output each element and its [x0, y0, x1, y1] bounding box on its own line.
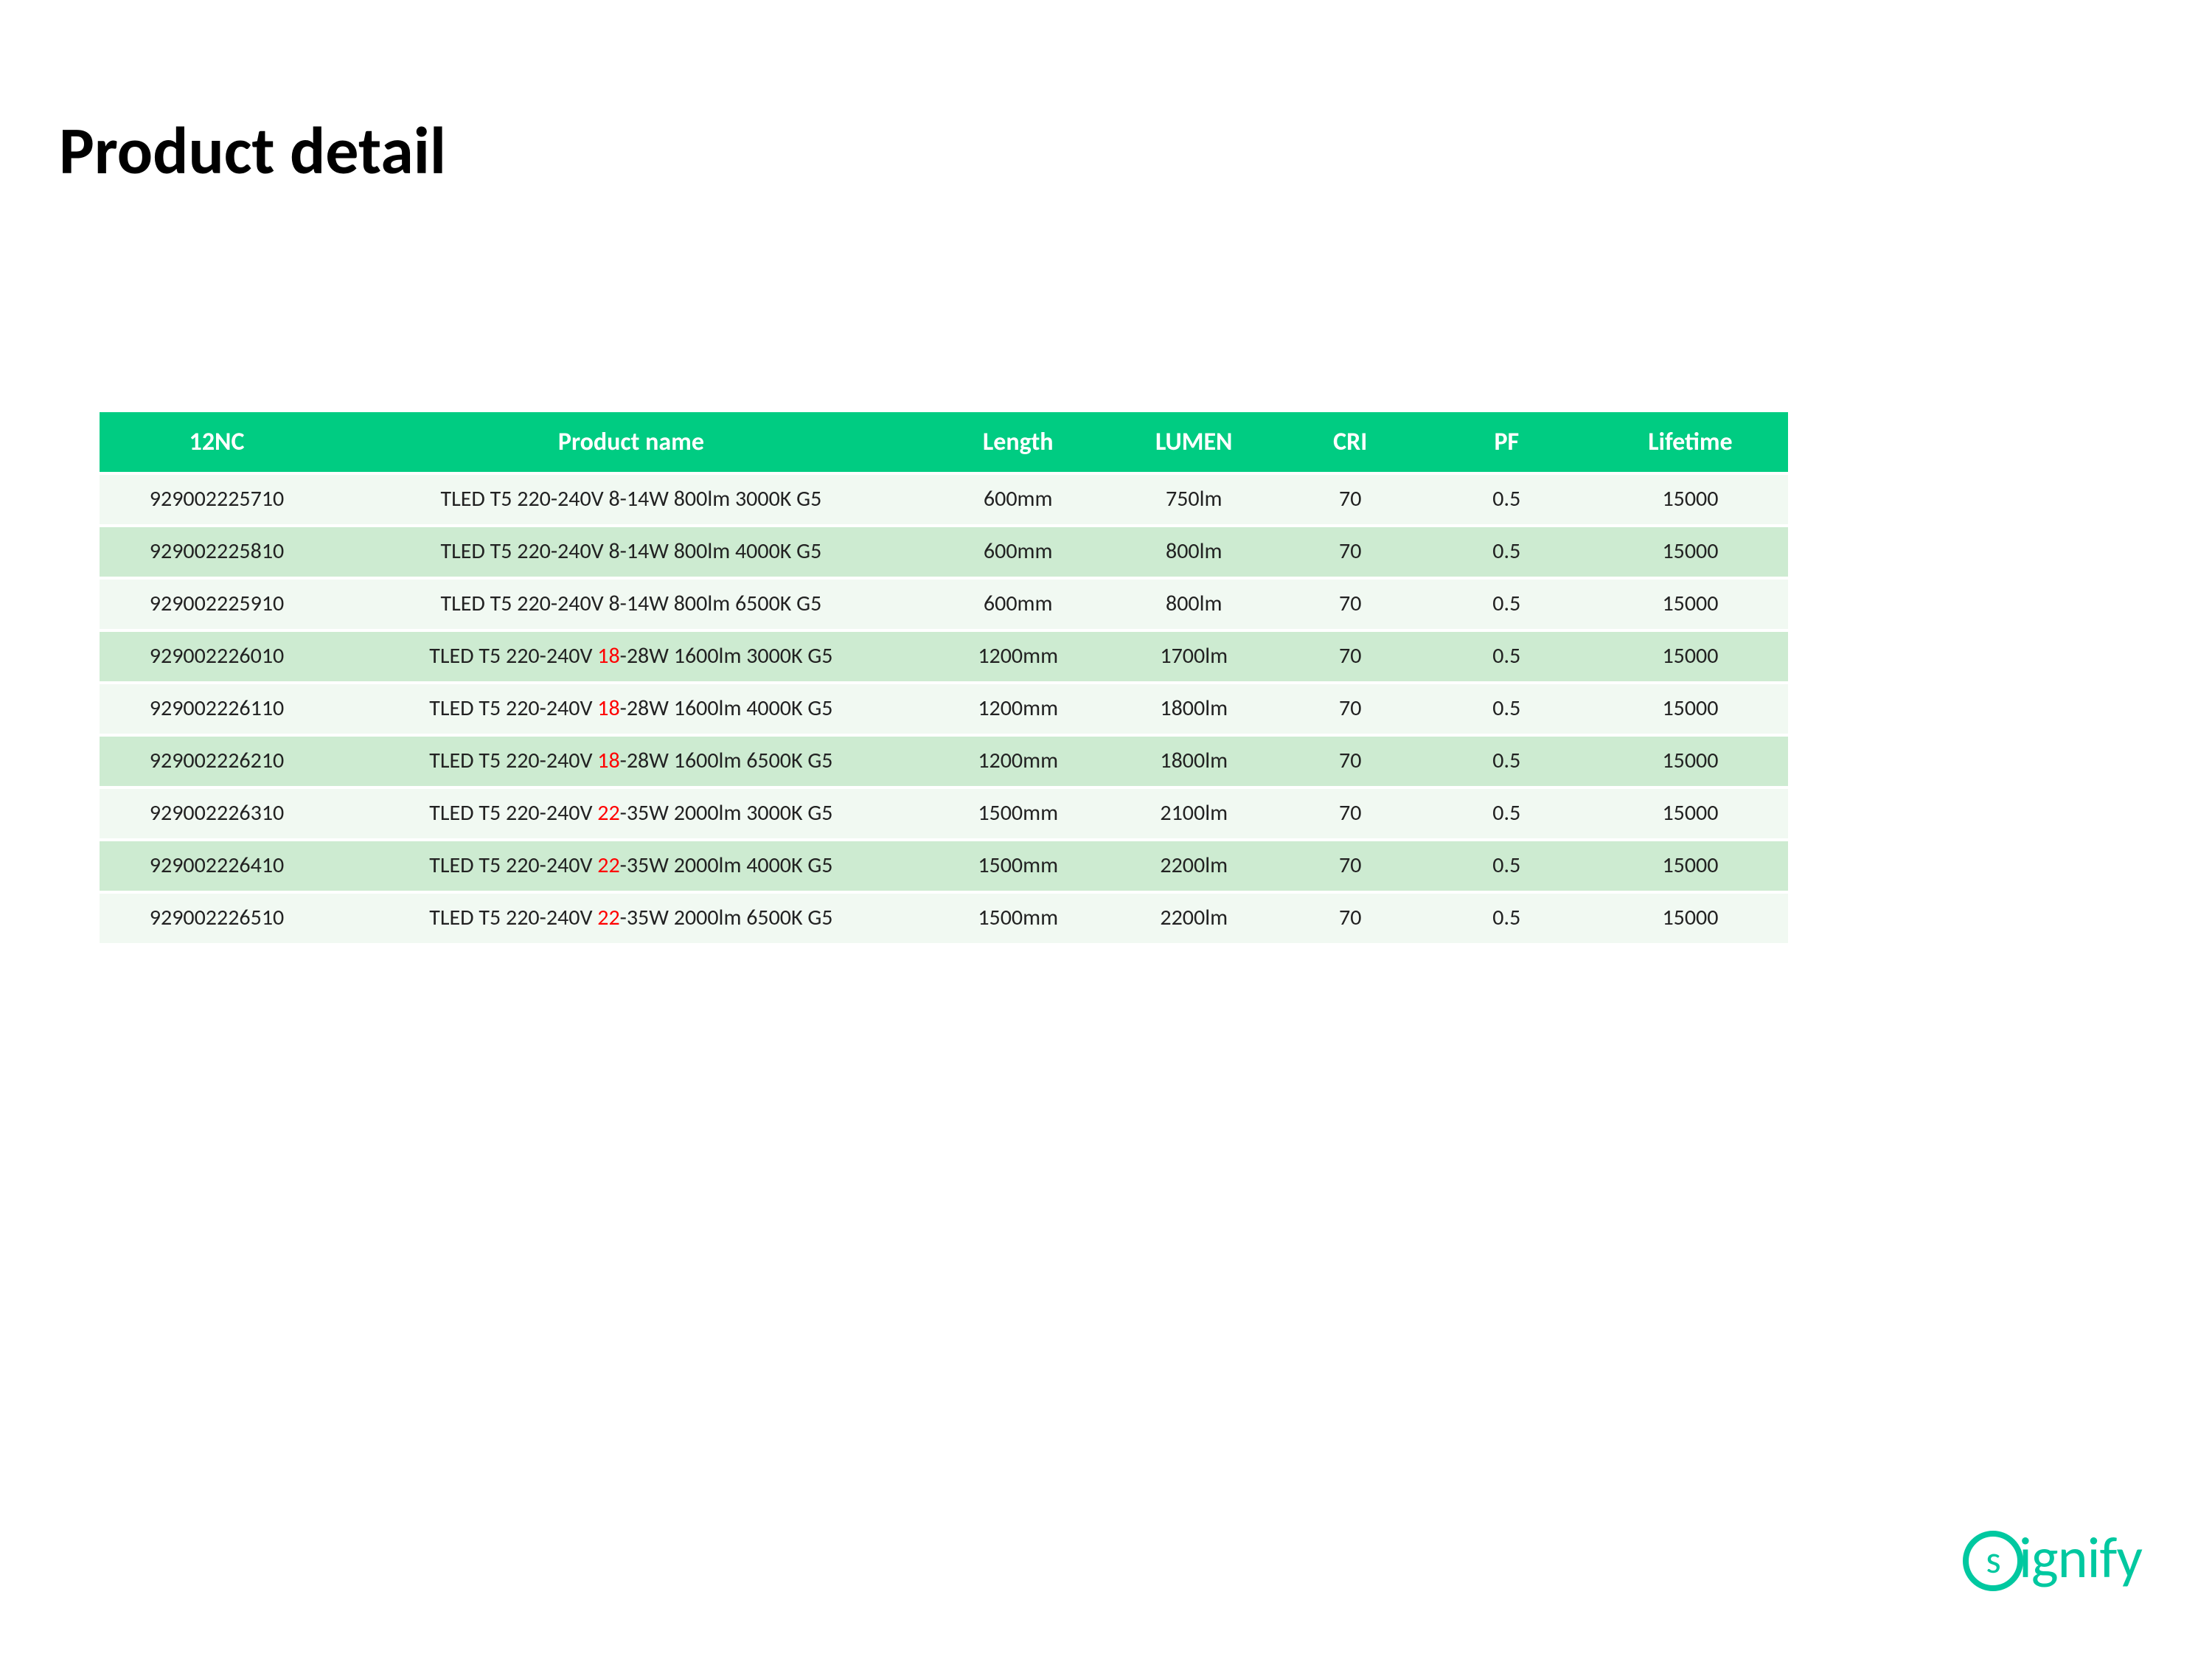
table-header-row: 12NC Product name Length LUMEN CRI PF Li… [100, 412, 1788, 472]
brand-logo-circle-icon: s [1963, 1531, 2023, 1591]
cell-cri: 70 [1280, 527, 1421, 577]
cell-lifetime: 15000 [1593, 475, 1788, 524]
cell-lumen: 1800lm [1108, 737, 1280, 786]
cell-cri: 70 [1280, 789, 1421, 838]
table-row: 929002225910TLED T5 220-240V 8-14W 800lm… [100, 580, 1788, 629]
cell-length: 1500mm [928, 894, 1108, 943]
cell-length: 1200mm [928, 684, 1108, 734]
cell-lifetime: 15000 [1593, 894, 1788, 943]
cell-length: 1500mm [928, 789, 1108, 838]
cell-length: 1500mm [928, 841, 1108, 891]
cell-lifetime: 15000 [1593, 580, 1788, 629]
cell-length: 600mm [928, 475, 1108, 524]
cell-pf: 0.5 [1421, 841, 1593, 891]
cell-cri: 70 [1280, 894, 1421, 943]
cell-12nc: 929002226010 [100, 632, 334, 681]
highlight-text: 22 [597, 852, 619, 879]
cell-pf: 0.5 [1421, 789, 1593, 838]
product-table-wrap: 12NC Product name Length LUMEN CRI PF Li… [100, 409, 1788, 946]
cell-12nc: 929002226510 [100, 894, 334, 943]
cell-12nc: 929002226310 [100, 789, 334, 838]
cell-lumen: 2100lm [1108, 789, 1280, 838]
cell-lumen: 800lm [1108, 580, 1280, 629]
cell-12nc: 929002225710 [100, 475, 334, 524]
cell-pf: 0.5 [1421, 632, 1593, 681]
col-header-12nc: 12NC [100, 412, 334, 472]
brand-logo: signify [1963, 1523, 2142, 1593]
page-title: Product detail [59, 111, 446, 192]
cell-product-name: TLED T5 220-240V 8-14W 800lm 3000K G5 [334, 475, 928, 524]
cell-pf: 0.5 [1421, 737, 1593, 786]
product-table: 12NC Product name Length LUMEN CRI PF Li… [100, 409, 1788, 946]
cell-pf: 0.5 [1421, 684, 1593, 734]
cell-12nc: 929002225810 [100, 527, 334, 577]
cell-12nc: 929002225910 [100, 580, 334, 629]
cell-12nc: 929002226410 [100, 841, 334, 891]
highlight-text: 18 [597, 695, 619, 722]
brand-logo-circle-letter: s [1986, 1536, 2000, 1583]
table-body: 929002225710TLED T5 220-240V 8-14W 800lm… [100, 475, 1788, 943]
col-header-cri: CRI [1280, 412, 1421, 472]
cell-12nc: 929002226210 [100, 737, 334, 786]
cell-cri: 70 [1280, 632, 1421, 681]
cell-product-name: TLED T5 220-240V 22-35W 2000lm 6500K G5 [334, 894, 928, 943]
cell-product-name: TLED T5 220-240V 22-35W 2000lm 4000K G5 [334, 841, 928, 891]
cell-lifetime: 15000 [1593, 632, 1788, 681]
cell-lifetime: 15000 [1593, 789, 1788, 838]
cell-length: 600mm [928, 527, 1108, 577]
cell-product-name: TLED T5 220-240V 8-14W 800lm 6500K G5 [334, 580, 928, 629]
cell-length: 1200mm [928, 737, 1108, 786]
highlight-text: 18 [597, 642, 619, 669]
cell-pf: 0.5 [1421, 894, 1593, 943]
table-row: 929002226510TLED T5 220-240V 22-35W 2000… [100, 894, 1788, 943]
highlight-text: 22 [597, 904, 619, 931]
cell-cri: 70 [1280, 841, 1421, 891]
table-row: 929002226010TLED T5 220-240V 18-28W 1600… [100, 632, 1788, 681]
cell-lumen: 750lm [1108, 475, 1280, 524]
highlight-text: 18 [597, 747, 619, 774]
cell-lumen: 800lm [1108, 527, 1280, 577]
cell-lifetime: 15000 [1593, 841, 1788, 891]
cell-lumen: 1700lm [1108, 632, 1280, 681]
table-row: 929002226410TLED T5 220-240V 22-35W 2000… [100, 841, 1788, 891]
table-row: 929002226310TLED T5 220-240V 22-35W 2000… [100, 789, 1788, 838]
highlight-text: 22 [597, 799, 619, 827]
cell-product-name: TLED T5 220-240V 22-35W 2000lm 3000K G5 [334, 789, 928, 838]
cell-pf: 0.5 [1421, 527, 1593, 577]
col-header-name: Product name [334, 412, 928, 472]
cell-length: 600mm [928, 580, 1108, 629]
cell-product-name: TLED T5 220-240V 8-14W 800lm 4000K G5 [334, 527, 928, 577]
cell-product-name: TLED T5 220-240V 18-28W 1600lm 3000K G5 [334, 632, 928, 681]
table-row: 929002225710TLED T5 220-240V 8-14W 800lm… [100, 475, 1788, 524]
cell-length: 1200mm [928, 632, 1108, 681]
cell-lifetime: 15000 [1593, 737, 1788, 786]
cell-12nc: 929002226110 [100, 684, 334, 734]
cell-lifetime: 15000 [1593, 684, 1788, 734]
cell-product-name: TLED T5 220-240V 18-28W 1600lm 6500K G5 [334, 737, 928, 786]
cell-cri: 70 [1280, 737, 1421, 786]
cell-lumen: 2200lm [1108, 841, 1280, 891]
col-header-lumen: LUMEN [1108, 412, 1280, 472]
cell-lifetime: 15000 [1593, 527, 1788, 577]
table-row: 929002226210TLED T5 220-240V 18-28W 1600… [100, 737, 1788, 786]
col-header-pf: PF [1421, 412, 1593, 472]
cell-cri: 70 [1280, 475, 1421, 524]
cell-pf: 0.5 [1421, 580, 1593, 629]
cell-lumen: 2200lm [1108, 894, 1280, 943]
page: Product detail 12NC Product name Length … [0, 0, 2212, 1659]
brand-logo-text: ignify [2019, 1523, 2142, 1593]
cell-product-name: TLED T5 220-240V 18-28W 1600lm 4000K G5 [334, 684, 928, 734]
cell-cri: 70 [1280, 684, 1421, 734]
table-row: 929002225810TLED T5 220-240V 8-14W 800lm… [100, 527, 1788, 577]
col-header-length: Length [928, 412, 1108, 472]
cell-lumen: 1800lm [1108, 684, 1280, 734]
table-row: 929002226110TLED T5 220-240V 18-28W 1600… [100, 684, 1788, 734]
cell-cri: 70 [1280, 580, 1421, 629]
cell-pf: 0.5 [1421, 475, 1593, 524]
col-header-lifetime: Lifetime [1593, 412, 1788, 472]
